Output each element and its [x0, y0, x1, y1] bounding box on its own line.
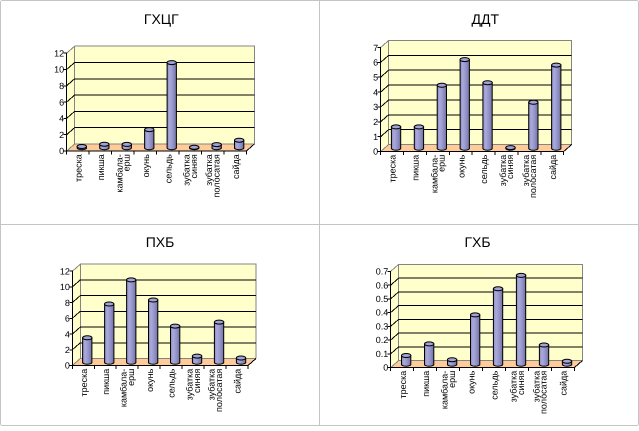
- svg-text:полосатая: полосатая: [214, 369, 224, 412]
- svg-text:сельдь: сельдь: [163, 154, 173, 183]
- svg-text:зубатка: зубатка: [207, 369, 217, 401]
- svg-text:пикша: пикша: [421, 371, 431, 397]
- svg-text:0: 0: [373, 147, 378, 157]
- svg-text:ерш: ерш: [437, 155, 447, 172]
- svg-text:сайда: сайда: [233, 369, 243, 394]
- svg-text:синяя: синяя: [189, 154, 199, 178]
- svg-text:камбала-: камбала-: [429, 155, 439, 193]
- svg-text:ДДТ: ДДТ: [472, 11, 500, 27]
- svg-text:12: 12: [54, 48, 64, 58]
- svg-text:сельдь: сельдь: [479, 154, 489, 183]
- svg-text:0.7: 0.7: [376, 267, 389, 277]
- svg-text:ерш: ерш: [447, 371, 457, 388]
- svg-text:зубатка: зубатка: [182, 154, 192, 186]
- svg-text:6: 6: [373, 58, 378, 68]
- svg-text:сайда: сайда: [548, 155, 558, 180]
- svg-text:4: 4: [59, 114, 64, 124]
- svg-text:8: 8: [65, 298, 70, 308]
- svg-text:сайда: сайда: [231, 154, 241, 179]
- svg-text:сельдь: сельдь: [490, 370, 500, 399]
- svg-text:10: 10: [60, 282, 70, 292]
- svg-text:синяя: синяя: [505, 155, 515, 179]
- svg-text:2: 2: [373, 117, 378, 127]
- svg-text:зубатка: зубатка: [521, 155, 531, 187]
- svg-text:12: 12: [60, 266, 70, 276]
- svg-text:окунь: окунь: [145, 368, 155, 392]
- svg-text:3: 3: [373, 102, 378, 112]
- svg-text:ерш: ерш: [126, 369, 136, 386]
- svg-text:0.3: 0.3: [376, 322, 389, 332]
- svg-text:5: 5: [373, 73, 378, 83]
- svg-text:0.1: 0.1: [376, 349, 389, 359]
- svg-text:4: 4: [373, 87, 378, 97]
- svg-text:пикша: пикша: [96, 154, 106, 180]
- svg-text:0.5: 0.5: [376, 294, 389, 304]
- svg-text:ерш: ерш: [122, 154, 132, 171]
- svg-text:7: 7: [373, 43, 378, 53]
- svg-text:зубатка: зубатка: [532, 371, 542, 403]
- svg-text:камбала-: камбала-: [119, 369, 129, 407]
- svg-text:0: 0: [65, 361, 70, 371]
- svg-text:ПХБ: ПХБ: [146, 234, 175, 250]
- svg-text:треска: треска: [388, 155, 398, 183]
- svg-text:полосатая: полосатая: [528, 155, 538, 198]
- svg-text:2: 2: [65, 345, 70, 355]
- svg-text:окунь: окунь: [141, 154, 151, 178]
- svg-text:6: 6: [65, 314, 70, 324]
- svg-text:пикша: пикша: [411, 155, 421, 181]
- svg-text:треска: треска: [79, 369, 89, 397]
- svg-text:2: 2: [59, 130, 64, 140]
- svg-text:ГХЦГ: ГХЦГ: [144, 11, 179, 27]
- svg-text:синяя: синяя: [516, 371, 526, 395]
- svg-text:1: 1: [373, 132, 378, 142]
- svg-text:0.4: 0.4: [376, 308, 389, 318]
- svg-text:камбала-: камбала-: [440, 371, 450, 409]
- svg-text:8: 8: [59, 81, 64, 91]
- svg-text:зубатка: зубатка: [509, 371, 519, 403]
- svg-text:пикша: пикша: [101, 369, 111, 395]
- svg-text:окунь: окунь: [456, 154, 466, 178]
- svg-text:сайда: сайда: [559, 371, 569, 396]
- svg-text:синяя: синяя: [192, 369, 202, 393]
- svg-text:зубатка: зубатка: [498, 155, 508, 187]
- svg-text:треска: треска: [73, 154, 83, 182]
- svg-text:камбала-: камбала-: [114, 154, 124, 192]
- svg-text:полосатая: полосатая: [539, 371, 549, 414]
- svg-text:0.6: 0.6: [376, 280, 389, 290]
- svg-text:окунь: окунь: [467, 370, 477, 394]
- svg-text:0.2: 0.2: [376, 335, 389, 345]
- svg-text:10: 10: [54, 65, 64, 75]
- svg-text:6: 6: [59, 97, 64, 107]
- svg-text:сельдь: сельдь: [167, 368, 177, 397]
- svg-text:0: 0: [383, 363, 388, 373]
- svg-text:ГХБ: ГХБ: [464, 234, 490, 250]
- svg-text:4: 4: [65, 329, 70, 339]
- svg-text:треска: треска: [398, 371, 408, 399]
- svg-text:0: 0: [59, 146, 64, 156]
- svg-text:полосатая: полосатая: [211, 154, 221, 197]
- svg-text:зубатка: зубатка: [185, 369, 195, 401]
- svg-text:зубатка: зубатка: [204, 154, 214, 186]
